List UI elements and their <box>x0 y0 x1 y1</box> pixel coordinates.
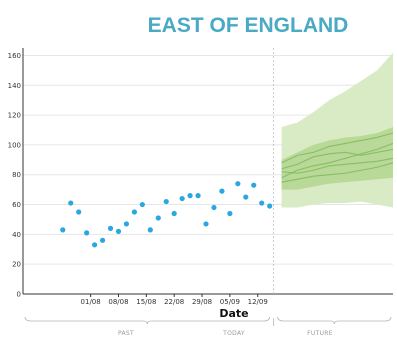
x-tick-label: 08/08 <box>108 298 128 306</box>
y-tick-label: 140 <box>8 82 21 90</box>
y-tick-label: 160 <box>8 52 21 60</box>
axes <box>22 48 393 295</box>
data-point <box>107 225 114 231</box>
data-point <box>115 228 122 234</box>
data-point <box>227 210 233 217</box>
forecast-line <box>281 162 394 183</box>
data-point <box>76 209 82 215</box>
x-tick-label: 29/08 <box>192 298 212 306</box>
x-axis-label: Date <box>219 307 248 320</box>
data-point <box>171 210 177 217</box>
data-point <box>147 227 153 233</box>
data-point <box>267 203 273 209</box>
chart-title: EAST OF ENGLAND <box>148 14 349 37</box>
data-point <box>235 181 241 187</box>
data-point <box>259 200 265 206</box>
y-tick-label: 80 <box>12 171 21 179</box>
x-tick-label: 05/09 <box>220 298 240 306</box>
y-axis-ticks: 0 20 40 60 80 100 120 140 160 <box>8 52 21 299</box>
x-tick-label: 12/09 <box>248 298 268 306</box>
forecast-bands <box>281 52 393 208</box>
data-point <box>203 221 209 227</box>
data-point <box>123 221 130 227</box>
data-point <box>155 215 161 221</box>
data-point <box>195 193 201 199</box>
y-tick-label: 120 <box>8 112 21 120</box>
x-axis-ticks: 01/08 08/08 15/08 22/08 29/08 05/09 12/09 <box>81 294 268 306</box>
y-tick-label: 100 <box>8 141 21 149</box>
past-bracket <box>24 316 271 325</box>
data-point <box>68 200 74 206</box>
data-point <box>163 198 169 205</box>
data-point <box>131 209 137 215</box>
data-point <box>139 201 145 208</box>
section-label-today: TODAY <box>222 330 245 337</box>
data-points <box>60 181 273 248</box>
data-point <box>187 193 193 199</box>
future-bracket <box>277 316 392 325</box>
data-point <box>84 230 90 236</box>
data-point <box>60 227 66 233</box>
section-label-future: FUTURE <box>307 330 333 337</box>
forecast-inner-band <box>281 127 393 190</box>
forecast-line <box>281 157 394 174</box>
x-tick-label: 15/08 <box>136 298 156 306</box>
forecast-line <box>281 132 394 164</box>
data-point <box>92 242 98 248</box>
y-tick-label: 20 <box>12 261 21 269</box>
x-tick-label: 22/08 <box>164 298 184 306</box>
forecast-line <box>281 148 394 170</box>
forecast-lines <box>281 132 394 183</box>
data-point <box>219 188 225 194</box>
y-tick-label: 0 <box>17 291 21 299</box>
data-point <box>99 237 106 243</box>
forecast-line <box>281 142 394 179</box>
x-tick-label: 01/08 <box>81 298 101 306</box>
data-point <box>243 194 249 200</box>
data-point <box>211 204 217 211</box>
y-tick-label: 60 <box>12 201 21 209</box>
period-brackets <box>24 316 392 326</box>
data-point <box>179 195 185 202</box>
section-label-past: PAST <box>118 330 134 337</box>
y-tick-label: 40 <box>12 231 21 239</box>
data-point <box>251 182 257 188</box>
